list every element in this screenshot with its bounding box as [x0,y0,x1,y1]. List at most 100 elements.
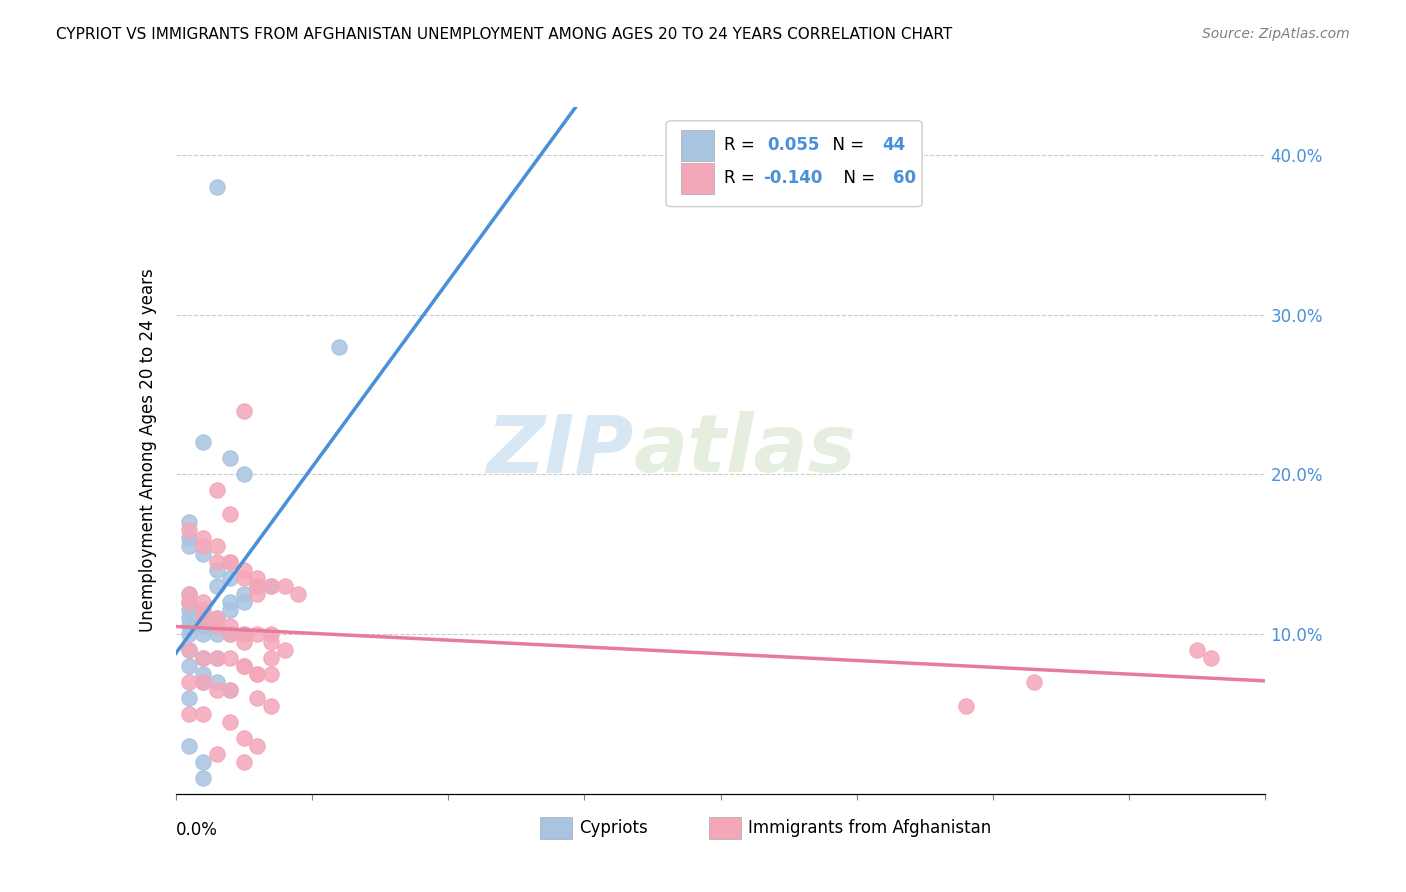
Point [232,563,254,577]
Point [179,539,201,553]
Point [191,603,214,617]
FancyBboxPatch shape [682,163,714,194]
Point [232,755,254,769]
Point [219,555,242,569]
Point [191,619,214,633]
Point [179,627,201,641]
Text: R =: R = [724,136,759,153]
Point [260,627,283,641]
Point [205,539,228,553]
Point [205,651,228,665]
Point [205,619,228,633]
Point [232,595,254,609]
Point [191,627,214,641]
Point [205,611,228,625]
Point [274,579,297,593]
Point [179,691,201,706]
Point [260,579,283,593]
Point [179,516,201,530]
Point [232,635,254,649]
Point [232,467,254,482]
Text: Immigrants from Afghanistan: Immigrants from Afghanistan [748,819,991,838]
Point [179,659,201,673]
Point [274,643,297,657]
Point [219,451,242,466]
Point [191,667,214,681]
Text: 0.055: 0.055 [768,136,820,153]
Point [232,659,254,673]
Point [179,587,201,601]
Point [246,571,269,585]
Point [232,627,254,641]
Point [205,483,228,498]
Point [191,651,214,665]
Point [232,627,254,641]
Point [219,555,242,569]
Point [246,579,269,593]
Point [246,587,269,601]
Point [287,587,309,601]
Point [219,571,242,585]
Point [205,683,228,698]
Point [205,563,228,577]
Text: 0.0%: 0.0% [176,822,218,839]
Point [219,651,242,665]
Point [179,595,201,609]
FancyBboxPatch shape [709,817,741,839]
Point [260,635,283,649]
Point [246,667,269,681]
Point [205,651,228,665]
Point [179,675,201,690]
Point [246,739,269,753]
Point [246,627,269,641]
Point [328,340,350,354]
Text: 60: 60 [893,169,915,186]
Point [219,627,242,641]
FancyBboxPatch shape [682,130,714,161]
Point [260,579,283,593]
Point [191,706,214,721]
Point [191,771,214,785]
Point [191,675,214,690]
Point [205,627,228,641]
Text: N =: N = [832,169,880,186]
Text: -0.140: -0.140 [763,169,823,186]
Point [260,651,283,665]
FancyBboxPatch shape [666,120,922,207]
Point [246,667,269,681]
Point [179,619,201,633]
Point [205,180,228,194]
Point [179,587,201,601]
Point [205,675,228,690]
Point [219,508,242,522]
Point [205,555,228,569]
Y-axis label: Unemployment Among Ages 20 to 24 years: Unemployment Among Ages 20 to 24 years [139,268,157,632]
Point [232,659,254,673]
Point [246,691,269,706]
Point [205,579,228,593]
Point [191,755,214,769]
Text: 44: 44 [882,136,905,153]
Point [219,683,242,698]
Text: atlas: atlas [633,411,856,490]
Point [232,403,254,417]
Point [219,714,242,729]
Point [191,651,214,665]
Point [191,611,214,625]
Point [1022,675,1045,690]
Point [232,731,254,745]
Point [191,539,214,553]
Point [179,706,201,721]
Point [219,595,242,609]
Point [191,603,214,617]
Point [191,547,214,561]
Point [1199,651,1222,665]
Text: CYPRIOT VS IMMIGRANTS FROM AFGHANISTAN UNEMPLOYMENT AMONG AGES 20 TO 24 YEARS CO: CYPRIOT VS IMMIGRANTS FROM AFGHANISTAN U… [56,27,952,42]
Point [219,627,242,641]
Point [191,611,214,625]
FancyBboxPatch shape [540,817,572,839]
Point [179,643,201,657]
Point [219,619,242,633]
Point [179,524,201,538]
Point [232,571,254,585]
